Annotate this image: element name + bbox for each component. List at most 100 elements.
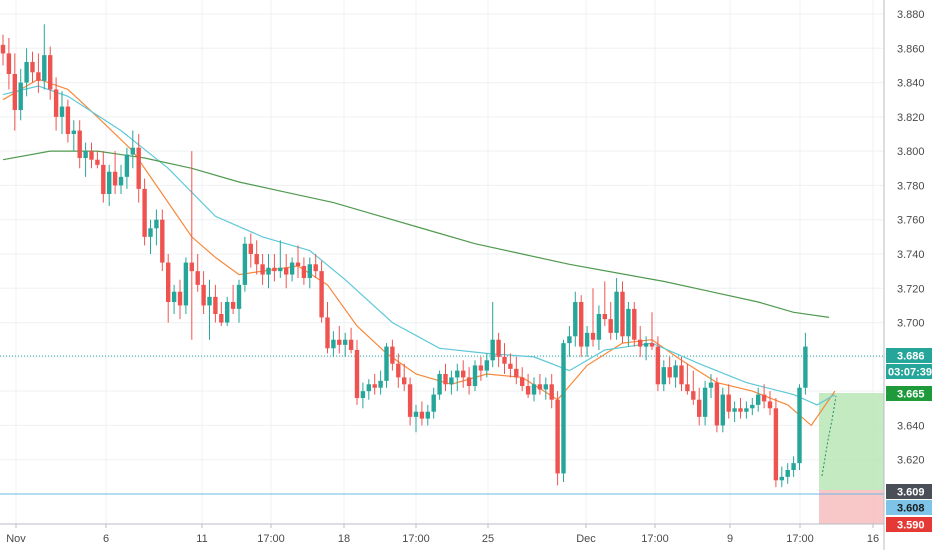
candle [573, 291, 578, 347]
candle [472, 360, 478, 392]
candle-body [372, 384, 377, 388]
y-tick-label: 3.740 [897, 249, 925, 261]
candle [579, 295, 584, 357]
candle [65, 99, 71, 143]
x-tick-label: 16 [867, 533, 879, 545]
y-tick-label: 3.620 [897, 455, 925, 467]
candle-body [708, 382, 714, 388]
candle [313, 254, 318, 278]
moving-averages [2, 78, 836, 427]
candle [18, 68, 23, 121]
candle [319, 260, 324, 323]
candle [785, 463, 790, 484]
candle [407, 377, 413, 426]
candle-body [697, 399, 702, 417]
candle-body [726, 394, 731, 412]
candle [590, 288, 596, 347]
candle-body [520, 377, 525, 386]
candle-body [461, 370, 466, 378]
grid-lines [0, 0, 884, 524]
candle [531, 377, 537, 402]
candle-body [685, 384, 690, 392]
candle-body [201, 284, 206, 306]
candle-body [555, 399, 560, 474]
support-level-badge-bg [886, 484, 932, 499]
candle-body [53, 89, 59, 117]
candle-body [337, 339, 342, 345]
candle [614, 278, 619, 340]
candle-body [112, 171, 118, 186]
candle [0, 34, 6, 66]
candle [295, 245, 301, 278]
candle [661, 360, 666, 392]
y-tick-label: 3.720 [897, 283, 925, 295]
candle-body [490, 339, 495, 361]
last-price-badge-bg [886, 348, 932, 363]
candle [655, 336, 661, 392]
candle [284, 254, 289, 289]
candle-body [160, 219, 165, 263]
candle [732, 401, 737, 422]
y-tick-label: 3.860 [897, 43, 925, 55]
candle-body [620, 291, 625, 337]
candle-body [525, 386, 531, 395]
candle-body [254, 254, 259, 265]
candle [36, 53, 41, 93]
candle [620, 281, 625, 344]
ma-mid-line [2, 85, 836, 406]
x-tick-label: 17:00 [402, 533, 430, 545]
candle-body [614, 291, 619, 333]
candle-body [266, 267, 271, 275]
candle-body [48, 55, 53, 90]
candle [744, 401, 749, 419]
candle-body [732, 408, 737, 412]
candle [478, 356, 484, 381]
candle [331, 331, 336, 357]
candle-body [744, 408, 749, 412]
candle [160, 209, 165, 272]
candle-body [42, 55, 47, 81]
candle [101, 151, 106, 203]
candle-body [402, 377, 407, 385]
candle-body [773, 408, 779, 481]
candle [396, 353, 401, 388]
candle-body [24, 62, 29, 83]
candle-body [95, 159, 100, 165]
target-zone [819, 393, 884, 490]
candle-body [6, 53, 12, 74]
candle-body [195, 271, 200, 285]
candle [53, 77, 59, 131]
candle [779, 466, 784, 488]
candle-body [236, 284, 242, 309]
candle [679, 356, 684, 392]
candle [289, 257, 295, 282]
candle [714, 377, 720, 433]
candle-body [785, 470, 790, 477]
candle-body [171, 291, 177, 302]
y-tick-label: 3.840 [897, 78, 925, 90]
support-level-label: 3.609 [897, 487, 925, 499]
candle-body [0, 44, 6, 54]
candle-body [284, 267, 289, 275]
candle-body [543, 384, 548, 390]
candle-body [484, 360, 489, 371]
candle-body [425, 411, 430, 419]
ma-slow-line [2, 150, 830, 318]
candle [89, 142, 94, 169]
candle [608, 302, 613, 340]
candle [325, 302, 330, 354]
candle-body [213, 296, 218, 314]
candle-body [30, 62, 35, 73]
candle [643, 336, 649, 361]
candle [136, 134, 141, 203]
candle [490, 302, 495, 368]
candle-body [514, 368, 519, 378]
candle-body [596, 314, 602, 340]
x-tick-label: 25 [482, 533, 494, 545]
x-tick-label: 6 [103, 533, 109, 545]
countdown-badge-bg [886, 364, 932, 379]
candle [638, 326, 643, 357]
candle-body [561, 343, 566, 474]
candle [301, 257, 307, 285]
